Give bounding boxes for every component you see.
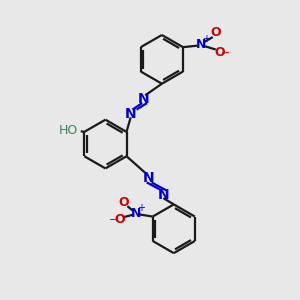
Text: +: + <box>202 34 210 44</box>
Text: O: O <box>214 46 225 59</box>
Text: −: − <box>109 214 118 224</box>
Text: N: N <box>125 107 136 121</box>
Text: N: N <box>196 38 206 51</box>
Text: +: + <box>137 203 146 213</box>
Text: O: O <box>115 213 125 226</box>
Text: N: N <box>158 188 169 202</box>
Text: HO: HO <box>59 124 79 137</box>
Text: −: − <box>221 47 230 58</box>
Text: N: N <box>138 92 150 106</box>
Text: N: N <box>131 206 142 220</box>
Text: O: O <box>118 196 129 209</box>
Text: O: O <box>210 26 221 39</box>
Text: N: N <box>143 171 154 185</box>
